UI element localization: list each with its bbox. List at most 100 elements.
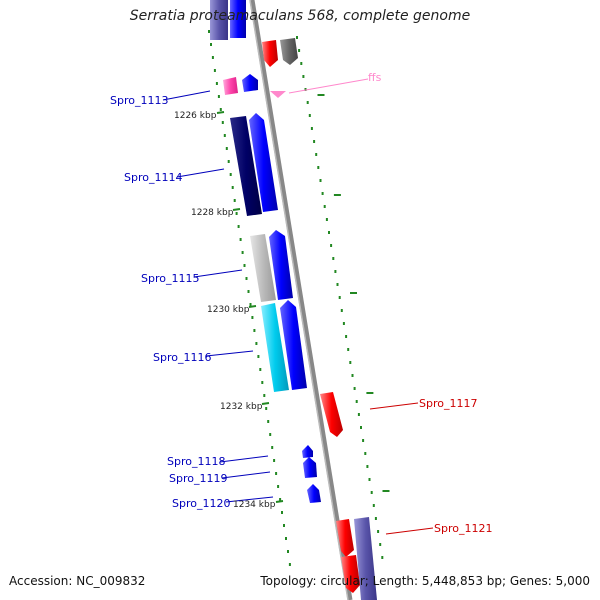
inner-scale-dot	[267, 420, 270, 423]
inner-scale-dot	[255, 342, 258, 345]
inner-scale-dot	[215, 82, 218, 85]
leader-spro-1115	[193, 269, 243, 278]
gene-label: Spro_1115	[141, 272, 199, 285]
tick-label: 1230 kbp	[207, 305, 250, 315]
inner-scale-dot	[285, 537, 287, 540]
outer-scale-dot	[360, 426, 362, 429]
outer-scale-dot	[306, 101, 309, 104]
cds-1121-red-lower	[341, 555, 360, 593]
outer-scale-dot	[315, 153, 318, 156]
summary-text: Topology: circular; Length: 5,448,853 bp…	[260, 574, 590, 588]
outer-scale-dot	[321, 192, 324, 195]
outer-scale-dot	[342, 322, 345, 325]
gene-label: Spro_1120	[172, 497, 230, 510]
inner-scale-dot	[210, 43, 212, 46]
outer-scale-dot	[357, 413, 360, 416]
top-partial-features	[210, 0, 246, 40]
cds-1115-blue	[269, 230, 293, 300]
outer-scale-dot	[308, 114, 311, 117]
outer-scale-dot	[323, 205, 326, 208]
outer-scale-dot	[351, 374, 354, 377]
gene-label: Spro_1117	[419, 397, 477, 410]
outer-scale-dot	[302, 75, 305, 78]
cds-top-purple	[210, 0, 228, 40]
outer-scale-dot	[362, 439, 365, 442]
outer-scale-dot	[310, 127, 313, 130]
inner-scale-dot	[261, 381, 264, 384]
inner-scale-dot	[213, 69, 216, 72]
rna-ffs-leader	[288, 78, 369, 94]
inner-scale-dot	[263, 394, 266, 397]
leader-spro-1120	[225, 496, 274, 503]
inner-scale-dot	[265, 407, 268, 410]
outer-scale-dot	[328, 231, 330, 234]
outer-scale-dash	[350, 292, 357, 294]
outer-scale-dot	[300, 62, 303, 65]
inner-scale-dot	[229, 173, 232, 176]
inner-scale-dot	[219, 108, 222, 111]
gene-label: Spro_1119	[169, 472, 227, 485]
outer-scale-dot	[313, 140, 316, 143]
leader-spro-1121	[385, 527, 434, 535]
cds-1121-red	[336, 519, 354, 557]
outer-scale-dot	[317, 166, 320, 169]
outer-scale-dot	[370, 491, 373, 494]
inner-scale-dot	[283, 524, 285, 527]
outer-scale-dot	[345, 335, 348, 338]
cds-red-top	[262, 40, 278, 67]
outer-scale-dot	[340, 309, 343, 312]
cds-1119-blue	[303, 457, 317, 478]
cds-1114-navy	[230, 116, 262, 216]
inner-scale-dot	[208, 30, 210, 33]
gene-label: Spro_1121	[434, 522, 492, 535]
leader-spro-1113	[162, 90, 211, 101]
tick-label: 1232 kbp	[220, 402, 263, 412]
inner-scale-dot	[233, 199, 236, 202]
inner-scale-dot	[221, 121, 224, 124]
leader-spro-1114	[176, 168, 225, 178]
rna-ffs-label: ffs	[368, 71, 382, 84]
gene-label: Spro_1114	[124, 171, 182, 184]
cds-1121-purple	[354, 517, 377, 600]
outer-scale-dot	[372, 504, 375, 507]
outer-scale-dot	[332, 257, 335, 260]
inner-scale-dot	[217, 95, 220, 98]
cds-1113-pink	[223, 77, 238, 95]
cds-1117-red	[320, 392, 343, 437]
inner-scale-dot	[245, 277, 248, 280]
outer-scale-dot	[379, 543, 382, 546]
outer-scale-dot	[353, 387, 356, 390]
outer-scale-dash	[382, 490, 390, 492]
inner-scale-dot	[277, 485, 280, 488]
gene-label: Spro_1116	[153, 351, 211, 364]
outer-scale-dot	[325, 218, 328, 221]
outer-scale-dot	[368, 478, 371, 481]
inner-scale-dot	[257, 355, 260, 358]
tick-label: 1226 kbp	[174, 111, 217, 121]
inner-scale-dot	[241, 251, 244, 254]
inner-scale-dot	[259, 368, 262, 371]
map-title: Serratia proteamaculans 568, complete ge…	[129, 8, 471, 24]
inner-scale-dot	[279, 498, 282, 501]
cds-1118-blue	[302, 445, 313, 458]
outer-scale-dot	[355, 400, 358, 403]
tick-marks	[216, 111, 284, 503]
outer-scale-dot	[374, 517, 377, 520]
outer-scale-dot	[347, 348, 350, 351]
outer-scale-dot	[377, 530, 380, 533]
cds-1120-blue	[307, 484, 321, 503]
inner-scale-dot	[247, 290, 250, 293]
inner-scale-dot	[281, 511, 283, 514]
inner-scale-dot	[287, 550, 289, 553]
inner-scale-dots	[208, 30, 291, 566]
outer-scale-dot	[304, 88, 307, 91]
outer-scale-dot	[338, 296, 341, 299]
inner-scale-dot	[223, 134, 226, 137]
outer-scale-dot	[296, 36, 298, 39]
gene-label: Spro_1118	[167, 455, 225, 468]
tick-label: 1234 kbp	[233, 500, 276, 510]
cds-grey-top	[280, 38, 298, 65]
cds-1114-blue	[249, 113, 278, 212]
tick-label: 1228 kbp	[191, 208, 234, 218]
